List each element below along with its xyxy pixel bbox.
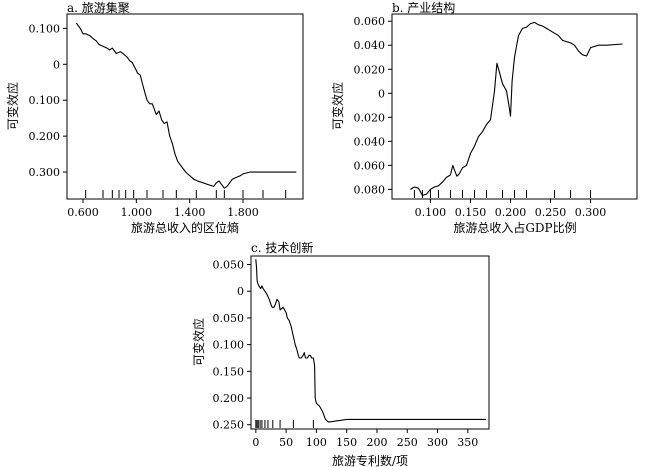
y-tick-label: 0.050 [213,259,245,272]
y-axis-label: 可变效应 [5,82,20,130]
plot-frame [66,13,304,200]
y-tick-label: 0.060 [354,15,386,28]
x-tick-label: 0.300 [575,206,607,219]
y-tick-label: 0.050 [213,312,245,325]
x-tick-label: 250 [397,436,418,449]
y-tick-label: 0.020 [354,111,386,124]
x-tick-label: 0.150 [455,206,487,219]
x-tick-label: 1.000 [121,206,153,219]
x-tick-label: 0.250 [535,206,567,219]
y-tick-label: 0.300 [29,166,61,179]
panel-1: 0.060 0.040 0.020 0 0.020 0.040 0.060 0.080 0.10… [330,0,638,235]
x-axis-label: 旅游总收入的区位熵 [131,220,239,235]
y-tick-label: 0.250 [213,419,245,432]
x-tick-label: 300 [427,436,448,449]
y-tick-label: 0.100 [213,339,245,352]
x-tick-label: 50 [279,436,293,449]
panel-title: b. 产业结构 [392,0,455,15]
plot-frame [391,13,638,200]
y-tick-label: 0 [237,285,244,298]
x-tick-label: 150 [336,436,357,449]
x-tick-label: 0 [252,436,259,449]
y-tick-label: 0.100 [29,94,61,107]
x-tick-label: 200 [366,436,387,449]
y-tick-label: 0.040 [354,39,386,52]
y-tick-label: 0.060 [354,159,386,172]
x-axis-label: 旅游专利数/项 [332,453,408,467]
y-tick-label: 0.040 [354,135,386,148]
series-line [75,22,297,189]
y-tick-label: 0.080 [354,183,386,196]
panel-title: a. 旅游集聚 [67,0,130,15]
panel-0: 0.100 0 0.100 0.200 0.300 0.600 1.000 1.400 1.80… [5,0,304,235]
plot-frame [250,255,490,430]
x-tick-label: 1.400 [174,206,206,219]
y-axis-label: 可变效应 [330,82,345,130]
series-line [410,21,623,196]
y-tick-label: 0.020 [354,63,386,76]
y-tick-label: 0 [53,58,60,71]
x-tick-label: 100 [306,436,327,449]
x-axis-label: 旅游总收入占GDP比例 [453,220,576,235]
series-line [255,259,486,423]
x-tick-label: 0.100 [415,206,447,219]
y-axis-label: 可变效应 [191,318,206,366]
x-tick-label: 0.600 [67,206,99,219]
y-tick-label: 0.200 [29,130,61,143]
y-tick-label: 0.200 [213,392,245,405]
x-tick-label: 0.200 [495,206,527,219]
y-tick-label: 0 [378,87,385,100]
y-tick-label: 0.100 [29,22,61,35]
y-tick-label: 0.150 [213,365,245,378]
panel-2: 0.050 0 0.050 0.100 0.150 0.200 0.250 0 50 100 150… [191,240,490,467]
x-tick-label: 1.800 [227,206,259,219]
panel-title: c. 技术创新 [251,240,313,255]
x-tick-label: 350 [457,436,478,449]
